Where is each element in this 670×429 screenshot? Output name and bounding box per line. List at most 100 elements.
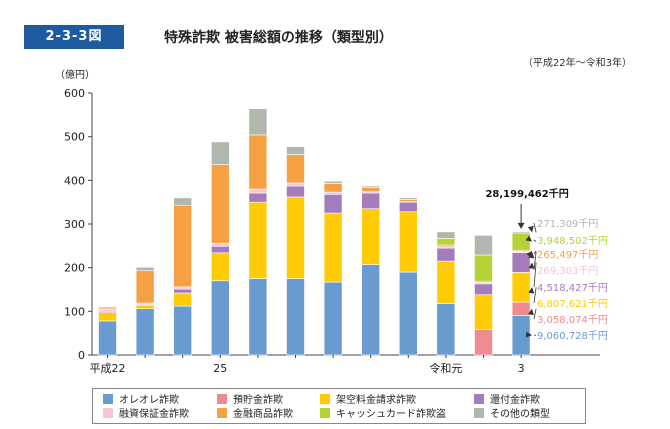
bar-segment-yokin bbox=[511, 301, 531, 316]
breakdown-arrow-line bbox=[533, 239, 537, 242]
breakdown-arrow-head bbox=[528, 287, 535, 294]
bar-segment-kinyu bbox=[286, 154, 305, 184]
x-tick-label: 令和元 bbox=[429, 361, 462, 375]
legend-item-other: その他の類型 bbox=[474, 408, 550, 421]
bar-segment-kanpu bbox=[361, 192, 381, 210]
bar-segment-kanpu bbox=[248, 192, 268, 203]
x-tick-label: 3 bbox=[518, 362, 525, 375]
figure-number-badge: 2-3-3図 bbox=[24, 25, 124, 49]
bar-segment-kinyu bbox=[211, 164, 230, 244]
bar-segment-yushi bbox=[248, 188, 268, 194]
breakdown-label-cash: 3,948,502千円 bbox=[537, 235, 608, 247]
x-tick-label: 平成22 bbox=[90, 362, 126, 375]
bar-segment-kinyu bbox=[361, 187, 381, 192]
breakdown-label-kanpu: 4,518,427千円 bbox=[537, 282, 608, 294]
bar-segment-kanpu bbox=[474, 283, 493, 296]
y-tick-label: 200 bbox=[64, 262, 85, 275]
bar-segment-kanpu bbox=[286, 185, 305, 198]
bar-segment-cash bbox=[511, 232, 531, 251]
bar-segment-yushi bbox=[173, 286, 192, 290]
legend-swatch-kanpu bbox=[474, 394, 484, 404]
legend-swatch-kakuu bbox=[320, 394, 330, 404]
bar-segment-yokin bbox=[474, 329, 493, 356]
breakdown-arrow-head bbox=[527, 308, 534, 316]
bar-segment-kakuu bbox=[436, 260, 456, 304]
bar-segment-other bbox=[173, 197, 192, 206]
legend-item-yokin: 預貯金詐欺 bbox=[217, 394, 283, 407]
bar-segment-other bbox=[474, 235, 493, 256]
bar-segment-other bbox=[511, 231, 531, 234]
y-tick-label: 600 bbox=[64, 87, 85, 100]
breakdown-arrow-line bbox=[533, 308, 537, 320]
bar-segment-yushi bbox=[286, 182, 305, 187]
y-tick-label: 100 bbox=[64, 305, 85, 318]
bar-segment-kakuu bbox=[474, 294, 493, 330]
bar-segment-kanpu bbox=[511, 252, 531, 273]
legend-label-other: その他の類型 bbox=[490, 409, 550, 420]
bar-segment-oreore bbox=[248, 278, 268, 356]
breakdown-arrow-line bbox=[533, 250, 537, 255]
bar-segment-kanpu bbox=[173, 288, 192, 294]
legend-item-yushi: 融資保証金詐欺 bbox=[103, 408, 189, 421]
legend-swatch-yushi bbox=[103, 408, 113, 418]
bar-segment-kakuu bbox=[286, 196, 305, 279]
bar-segment-other bbox=[361, 185, 381, 188]
bar-segment-kakuu bbox=[323, 212, 343, 283]
bar-segment-kakuu bbox=[511, 272, 531, 303]
bar-segment-kakuu bbox=[98, 312, 117, 322]
bar-segment-cash bbox=[474, 254, 493, 282]
bar-segment-other bbox=[211, 141, 230, 165]
bar-segment-kanpu bbox=[436, 247, 456, 262]
breakdown-label-yokin: 3,058,074千円 bbox=[537, 314, 608, 326]
legend-item-cash: キャッシュカード詐欺盗 bbox=[320, 408, 446, 421]
figure-period: （平成22年～令和3年） bbox=[522, 58, 632, 69]
legend-item-kinyu: 金融商品詐欺 bbox=[217, 408, 293, 421]
breakdown-arrow-line bbox=[533, 287, 537, 304]
breakdown-arrow-head bbox=[528, 262, 535, 269]
bar-segment-kakuu bbox=[211, 252, 230, 282]
bar-segment-oreore bbox=[286, 278, 305, 356]
y-tick-label: 0 bbox=[78, 349, 85, 362]
legend-label-yushi: 融資保証金詐欺 bbox=[119, 409, 189, 420]
figure-title: 特殊詐欺 被害総額の推移（類型別） bbox=[164, 30, 393, 46]
legend-label-kakuu: 架空料金請求詐欺 bbox=[336, 395, 416, 406]
bar-segment-kakuu bbox=[135, 304, 155, 310]
y-tick-label: 400 bbox=[64, 174, 85, 187]
breakdown-arrow-head bbox=[528, 252, 535, 259]
legend-swatch-other bbox=[474, 408, 484, 418]
bar-segment-kinyu bbox=[173, 204, 192, 288]
bar-segment-other bbox=[135, 266, 155, 272]
bar-segment-kakuu bbox=[248, 201, 268, 279]
bar-segment-oreore bbox=[323, 281, 343, 356]
legend-swatch-cash bbox=[320, 408, 330, 418]
breakdown-label-oreore: 9,060,728千円 bbox=[537, 330, 608, 342]
breakdown-arrow-head bbox=[527, 225, 534, 233]
y-tick-label: 300 bbox=[64, 218, 85, 231]
x-tick-label: 25 bbox=[213, 362, 227, 375]
bar-segment-yushi bbox=[211, 242, 230, 247]
bar-segment-kinyu bbox=[135, 270, 155, 304]
bar-segment-other bbox=[323, 180, 343, 184]
legend-item-kakuu: 架空料金請求詐欺 bbox=[320, 394, 416, 407]
legend-label-cash: キャッシュカード詐欺盗 bbox=[336, 409, 446, 420]
legend-label-oreore: オレオレ詐欺 bbox=[119, 395, 179, 406]
legend-swatch-kinyu bbox=[217, 408, 227, 418]
bar-segment-kanpu bbox=[323, 194, 343, 214]
total-annotation: 28,199,462千円 bbox=[485, 187, 568, 200]
legend-swatch-yokin bbox=[217, 394, 227, 404]
breakdown-label-kinyu: 265,497千円 bbox=[537, 249, 598, 261]
legend-label-kanpu: 還付金詐欺 bbox=[490, 395, 540, 406]
breakdown-arrow-head bbox=[525, 331, 533, 338]
bar-segment-yushi bbox=[323, 191, 343, 195]
bar-segment-kakuu bbox=[398, 211, 418, 273]
chart-legend: オレオレ詐欺 預貯金詐欺 架空料金請求詐欺 還付金詐欺融資保証金詐欺 金融商品詐欺 キャッ… bbox=[92, 388, 586, 424]
breakdown-arrow-head bbox=[525, 235, 533, 242]
breakdown-label-other: 271,309千円 bbox=[537, 218, 598, 230]
bar-segment-oreore bbox=[98, 320, 117, 356]
bar-segment-other bbox=[248, 108, 268, 136]
legend-item-kanpu: 還付金詐欺 bbox=[474, 394, 540, 407]
bar-segment-kinyu bbox=[248, 134, 268, 190]
bar-segment-kakuu bbox=[361, 208, 381, 265]
legend-label-kinyu: 金融商品詐欺 bbox=[233, 409, 293, 420]
breakdown-arrow-line bbox=[533, 262, 537, 288]
